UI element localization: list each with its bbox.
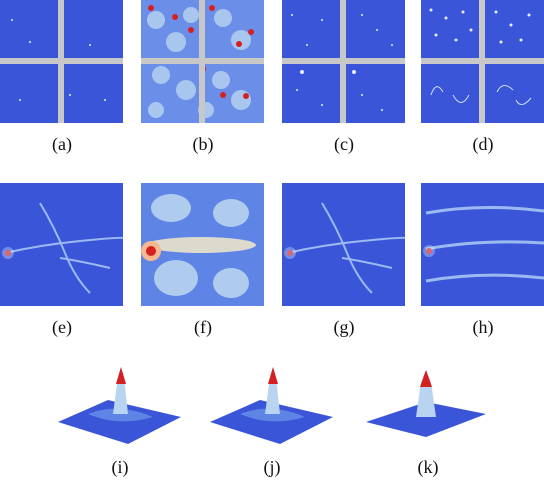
panel-j [210,362,333,444]
panel-b [141,0,264,123]
caption-e: (e) [52,317,72,337]
panel-f [141,183,264,306]
caption-c: (c) [334,134,354,154]
caption-k: (k) [417,457,439,477]
caption-b: (b) [192,134,214,154]
panel-k-image [366,370,486,437]
panel-a [0,0,123,123]
caption-g: (g) [333,317,355,337]
panel-j-image [210,367,333,444]
panel-i-image [58,367,181,444]
caption-i: (i) [111,457,129,477]
panel-i [58,362,181,444]
panel-a-image [0,0,123,123]
caption-d: (d) [472,134,494,154]
panel-h [421,183,544,306]
panel-c [282,0,405,123]
panel-g-image [282,183,405,306]
panel-e-image [0,183,123,306]
caption-f: (f) [194,317,212,337]
caption-h: (h) [472,317,494,337]
caption-a: (a) [52,134,72,154]
panel-d [421,0,544,123]
panel-e [0,183,123,306]
caption-j: (j) [263,457,281,477]
panel-g [282,183,405,306]
panel-h-image [421,183,544,306]
panel-c-image [282,0,405,123]
panel-k [366,362,489,444]
panel-f-image [141,183,264,306]
panel-d-image [421,0,544,123]
panel-b-image [141,0,264,123]
